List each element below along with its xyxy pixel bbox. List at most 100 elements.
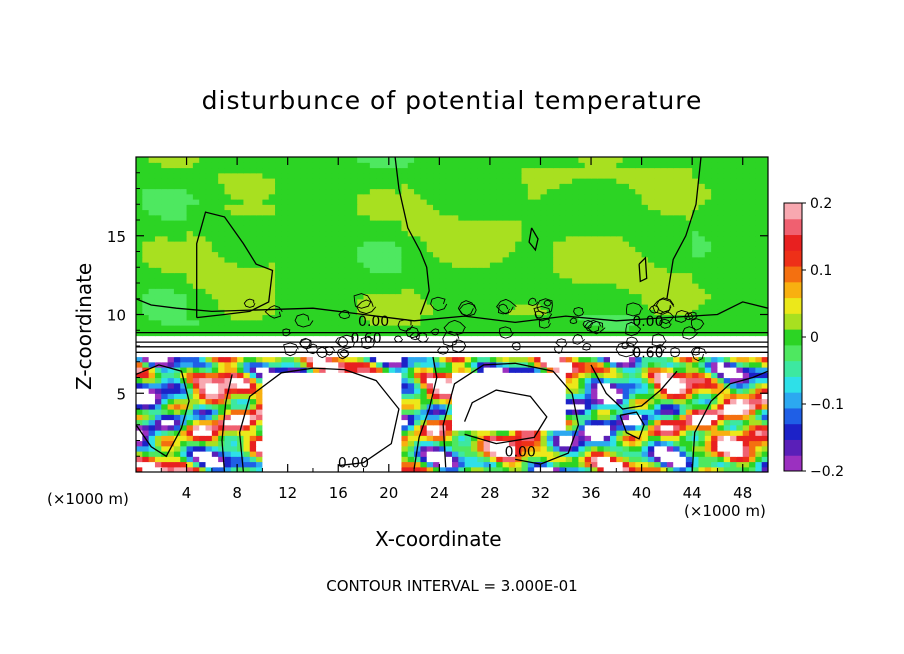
field-cell xyxy=(350,351,358,358)
field-cell xyxy=(660,393,668,400)
field-cell xyxy=(154,377,162,384)
field-cell xyxy=(173,325,181,331)
field-cell xyxy=(294,445,301,452)
field-cell xyxy=(692,393,700,400)
field-cell xyxy=(205,335,213,342)
field-cell xyxy=(742,319,750,326)
field-cell xyxy=(730,409,737,415)
field-cell xyxy=(704,440,712,447)
field-cell xyxy=(237,304,245,310)
field-cell xyxy=(186,230,194,237)
field-cell xyxy=(679,456,687,463)
field-cell xyxy=(319,356,327,363)
field-cell xyxy=(281,220,289,226)
field-cell xyxy=(641,361,649,368)
field-cell xyxy=(357,319,365,326)
field-cell xyxy=(546,235,554,242)
field-cell xyxy=(730,351,737,358)
field-cell xyxy=(445,293,453,300)
field-cell xyxy=(521,466,529,472)
field-cell xyxy=(173,293,181,300)
field-cell xyxy=(262,335,270,342)
field-cell xyxy=(180,209,188,216)
field-cell xyxy=(192,356,200,363)
field-cell xyxy=(717,319,725,326)
field-cell xyxy=(294,393,301,400)
field-cell xyxy=(243,372,251,379)
field-cell xyxy=(597,335,605,342)
field-cell xyxy=(534,356,542,363)
field-cell xyxy=(452,319,459,326)
field-cell xyxy=(173,456,181,463)
field-cell xyxy=(192,214,200,221)
field-cell xyxy=(673,466,681,472)
field-cell xyxy=(717,246,725,253)
field-cell xyxy=(641,424,649,431)
field-cell xyxy=(224,298,232,305)
field-cell xyxy=(591,340,598,347)
field-cell xyxy=(306,283,314,289)
field-cell xyxy=(616,298,624,305)
field-cell xyxy=(673,430,681,436)
field-cell xyxy=(363,461,371,468)
field-cell xyxy=(306,424,314,431)
field-cell xyxy=(496,298,504,305)
field-cell xyxy=(616,251,624,258)
field-cell xyxy=(660,461,668,468)
field-cell xyxy=(439,209,447,216)
field-cell xyxy=(199,403,207,410)
field-cell xyxy=(224,367,232,373)
field-cell xyxy=(414,319,421,326)
field-cell xyxy=(711,445,719,452)
field-cell xyxy=(281,430,289,436)
field-cell xyxy=(559,346,567,352)
field-cell xyxy=(546,256,554,263)
field-cell xyxy=(515,241,523,247)
field-cell xyxy=(142,388,150,394)
field-cell xyxy=(376,246,384,253)
field-cell xyxy=(496,461,504,468)
field-cell xyxy=(584,393,592,400)
field-cell xyxy=(603,388,611,394)
field-cell xyxy=(294,293,301,300)
field-cell xyxy=(452,272,459,279)
field-cell xyxy=(426,340,434,347)
field-cell xyxy=(161,466,169,472)
field-cell xyxy=(647,388,655,394)
field-cell xyxy=(414,214,421,221)
field-cell xyxy=(584,356,592,363)
field-cell xyxy=(363,220,371,226)
field-cell xyxy=(439,346,447,352)
field-cell xyxy=(148,340,156,347)
field-cell xyxy=(407,430,415,436)
field-cell xyxy=(521,424,529,431)
field-cell xyxy=(730,277,737,284)
field-cell xyxy=(553,466,561,472)
field-cell xyxy=(243,220,251,226)
field-cell xyxy=(502,225,510,232)
field-cell xyxy=(338,440,346,447)
field-cell xyxy=(338,430,346,436)
field-cell xyxy=(458,456,466,463)
field-cell xyxy=(591,325,598,331)
field-cell xyxy=(483,277,491,284)
field-cell xyxy=(376,225,384,232)
field-cell xyxy=(439,298,447,305)
field-cell xyxy=(692,351,700,358)
field-cell xyxy=(420,451,428,457)
field-cell xyxy=(395,398,403,405)
field-cell xyxy=(603,361,611,368)
field-cell xyxy=(173,430,181,436)
field-cell xyxy=(433,241,440,247)
field-cell xyxy=(761,267,768,274)
field-cell xyxy=(192,230,200,237)
field-cell xyxy=(433,298,440,305)
field-cell xyxy=(433,398,440,405)
field-cell xyxy=(698,246,706,253)
field-cell xyxy=(161,451,169,457)
field-cell xyxy=(401,230,409,237)
field-cell xyxy=(407,251,415,258)
field-cell xyxy=(477,388,485,394)
field-cell xyxy=(154,340,162,347)
field-cell xyxy=(692,388,700,394)
